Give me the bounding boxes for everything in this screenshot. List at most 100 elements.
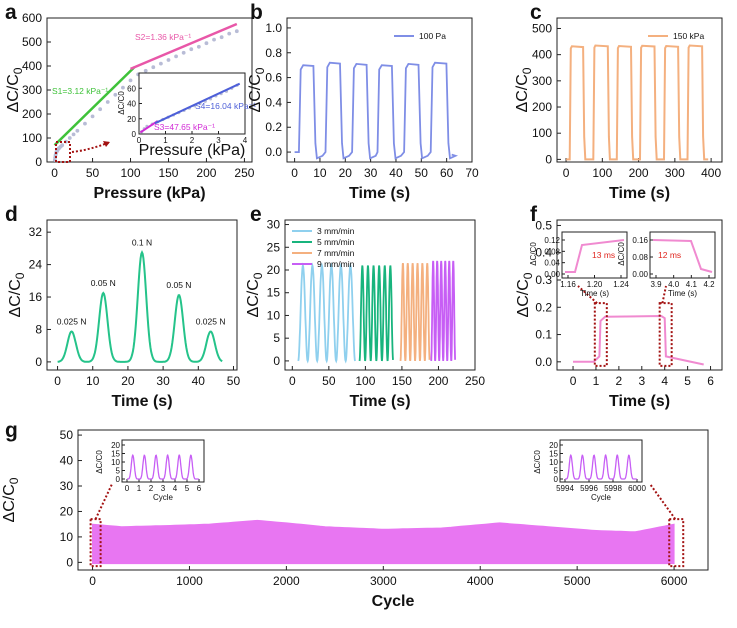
panel-e: 0 50 100 150 200 250 0 5 10 15 20 25 30 Time (s) 3 mm/… bbox=[267, 218, 486, 410]
zoom-box-a bbox=[55, 141, 71, 163]
inset-y-tick-label-inset2: 0.00 bbox=[632, 270, 648, 279]
inset-label-inset1: 13 ms bbox=[592, 250, 615, 260]
inset-inset2: 3.9 4.0 4.1 4.2 0.00 0.08 0.16 Time (s) ΔC/C0 12 … bbox=[617, 231, 716, 298]
x-tick-label-g: 5000 bbox=[564, 574, 591, 588]
zoom-box-f2 bbox=[658, 302, 673, 367]
inset-a-xlabel: Pressure (kPa) bbox=[139, 142, 246, 159]
inset-ylabel-inset2: ΔC/C0 bbox=[617, 242, 626, 266]
y-axis-label-b-main: ΔC/C bbox=[247, 74, 264, 112]
y-tick-label-f: 0.5 bbox=[535, 218, 552, 232]
x-tick-label-d: 20 bbox=[121, 374, 135, 388]
x-tick-label-g: 4000 bbox=[467, 574, 494, 588]
inset-g-xlabel: Cycle bbox=[591, 493, 612, 502]
inset-x-tick-label-inset2: 3.9 bbox=[650, 280, 662, 289]
x-tick-label-f: 4 bbox=[661, 374, 668, 388]
legend-c: 150 kPa bbox=[673, 31, 704, 41]
inset-a-s3: S3=47.65 kPa⁻¹ bbox=[154, 122, 215, 132]
y-tick-label-d: 8 bbox=[35, 322, 42, 336]
y-tick-label-c: 0 bbox=[545, 152, 552, 166]
y-axis-label-b: ΔC/C0 bbox=[247, 67, 267, 112]
panel-letter-f: f bbox=[530, 203, 538, 226]
x-tick-label-f: 5 bbox=[684, 374, 691, 388]
x-axis-label-b: Time (s) bbox=[349, 185, 410, 202]
inset-g-x-tick-label: 0 bbox=[125, 484, 130, 493]
zoom-arrow-g1 bbox=[94, 483, 113, 520]
inset-line-inset1 bbox=[565, 239, 625, 273]
inset-y-tick-label-inset2: 0.08 bbox=[632, 253, 648, 262]
x-axis-label-c: Time (s) bbox=[609, 185, 670, 202]
panel-letter-g: g bbox=[5, 419, 18, 442]
y-axis-label-b-sub: 0 bbox=[253, 67, 267, 74]
y-tick-label-c: 400 bbox=[532, 48, 552, 62]
peak-label-d: 0.05 N bbox=[91, 278, 116, 288]
zoom-arrow-f1 bbox=[577, 285, 598, 304]
peak-label-d: 0.025 N bbox=[57, 316, 87, 326]
y-axis-label-c: ΔC/C0 bbox=[514, 67, 534, 112]
x-tick-label-b: 10 bbox=[313, 166, 327, 180]
inset-a-x-tick-label: 1 bbox=[163, 136, 168, 145]
inset-g-y-tick-label: 5 bbox=[554, 467, 559, 476]
inset-a-x-tick-label: 3 bbox=[216, 136, 221, 145]
x-tick-label-d: 10 bbox=[86, 374, 100, 388]
inset-line-inset2 bbox=[652, 239, 713, 273]
inset-g-y-tick-label: 0 bbox=[116, 475, 121, 484]
inset-y-tick-label-inset2: 0.16 bbox=[632, 236, 648, 245]
x-tick-label-b: 50 bbox=[415, 166, 429, 180]
inset-frame-inset1 bbox=[561, 231, 628, 279]
x-tick-label-d: 40 bbox=[192, 374, 206, 388]
inset-g-y-tick-label: 5 bbox=[116, 467, 121, 476]
signal-line-f bbox=[573, 314, 704, 366]
data-point-a bbox=[204, 41, 209, 46]
inset-x-tick-label-inset2: 4.2 bbox=[703, 280, 715, 289]
data-point-a bbox=[71, 132, 76, 137]
inset-y-tick-label-inset1: 0.08 bbox=[544, 247, 560, 256]
y-axis-label-f: ΔC/C0 bbox=[515, 272, 535, 317]
fit-line-s2 bbox=[130, 22, 238, 71]
data-point-a bbox=[174, 54, 178, 59]
inset-a-x-tick-label: 4 bbox=[243, 136, 248, 145]
y-tick-label-b: 1.0 bbox=[265, 21, 282, 35]
inset-x-tick-label-inset2: 4.1 bbox=[686, 280, 698, 289]
data-point-a bbox=[151, 65, 156, 70]
x-tick-label-c: 200 bbox=[629, 166, 649, 180]
data-point-a bbox=[67, 136, 72, 140]
y-axis-label-a-sub: 0 bbox=[11, 67, 25, 74]
legend-e-3: 9 mm/min bbox=[317, 259, 355, 269]
y-tick-label-d: 16 bbox=[29, 290, 43, 304]
data-point-a bbox=[60, 143, 65, 148]
inset-a-s4: S4=16.04 kPa⁻¹ bbox=[195, 101, 256, 111]
y-tick-label-b: 0.6 bbox=[265, 71, 282, 85]
y-tick-label-e: 15 bbox=[267, 286, 281, 300]
zoom-box-f1 bbox=[593, 302, 608, 367]
inset-g-x-tick-label: 6000 bbox=[628, 484, 646, 493]
panel-a: 0 50 100 150 200 2500100200300400500600Pressu… bbox=[22, 11, 256, 202]
y-axis-label-e-main: ΔC/C bbox=[245, 279, 262, 317]
y-axis-label-c-main: ΔC/C bbox=[514, 74, 531, 112]
y-tick-label-d: 24 bbox=[29, 258, 43, 272]
legend-e-1: 5 mm/min bbox=[317, 237, 355, 247]
y-tick-label-f: 0.3 bbox=[535, 273, 552, 287]
y-axis-label-a-main: ΔC/C bbox=[5, 74, 22, 112]
y-axis-label-e: ΔC/C0 bbox=[245, 272, 265, 317]
inset-g-x-tick-label: 5 bbox=[185, 484, 190, 493]
y-tick-label-c: 200 bbox=[532, 100, 552, 114]
inset-xlabel-inset1: Time (s) bbox=[580, 289, 609, 298]
inset-a-y-tick-label: 40 bbox=[127, 100, 136, 109]
inset-a-y-tick-label: 60 bbox=[127, 84, 136, 93]
x-tick-label-c: 300 bbox=[665, 166, 685, 180]
x-tick-label-d: 50 bbox=[227, 374, 241, 388]
x-tick-label-a: 150 bbox=[158, 166, 178, 180]
y-tick-label-g: 50 bbox=[60, 428, 74, 442]
inset-g-xlabel: Cycle bbox=[153, 493, 174, 502]
inset-g-y-tick-label: 20 bbox=[111, 441, 120, 450]
peak-label-d: 0.1 N bbox=[132, 237, 152, 247]
series-line-e bbox=[399, 263, 431, 362]
y-axis-label-g-sub: 0 bbox=[7, 477, 21, 484]
y-tick-label-g: 40 bbox=[60, 454, 74, 468]
data-point-a bbox=[158, 61, 163, 66]
inset-g-x-tick-label: 5996 bbox=[580, 484, 598, 493]
y-tick-label-e: 20 bbox=[267, 263, 281, 277]
x-tick-label-f: 2 bbox=[616, 374, 623, 388]
x-axis-label-g: Cycle bbox=[372, 593, 415, 610]
